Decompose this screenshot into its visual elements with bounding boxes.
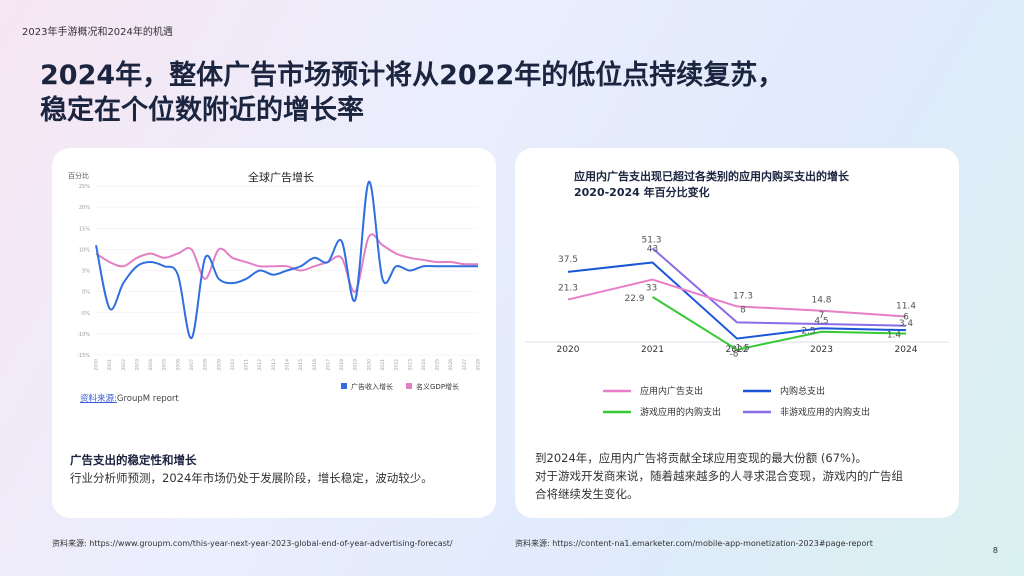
chart2-data-label: 22.9 bbox=[624, 294, 644, 304]
chart2-data-label: 6 bbox=[903, 313, 909, 323]
chart1-ytick: -10% bbox=[77, 332, 90, 338]
chart2-title-line-2: 2020-2024 年百分比变化 bbox=[574, 185, 710, 199]
chart1-xtick: 2018 bbox=[339, 359, 345, 371]
chart1-xtick: 2013 bbox=[271, 359, 277, 371]
chart1-xtick: 2004 bbox=[148, 359, 154, 371]
in-app-spend-chart: 应用内广告支出现已超过各类别的应用内购买支出的增长 2020-2024 年百分比变… bbox=[525, 169, 949, 418]
chart2-data-label: 51.3 bbox=[641, 235, 661, 245]
chart1-legend-swatch bbox=[406, 383, 412, 389]
chart1-xtick: 2002 bbox=[121, 359, 127, 371]
slide-title: 2024年，整体广告市场预计将从2022年的低位点持续复苏， 稳定在个位数附近的… bbox=[40, 58, 980, 128]
chart1-xtick: 2019 bbox=[353, 359, 359, 371]
source-name: GroupM report bbox=[116, 394, 179, 404]
chart2-data-label: 4.5 bbox=[814, 316, 828, 326]
chart2-data-label: 8 bbox=[740, 305, 746, 315]
chart2-data-label: 7 bbox=[819, 311, 825, 321]
chart1-xtick: 2012 bbox=[257, 359, 263, 371]
chart2-data-label: 21.3 bbox=[558, 284, 578, 294]
source-link[interactable]: 资料来源: bbox=[80, 394, 117, 404]
chart1-ytick: 20% bbox=[79, 205, 90, 211]
left-source-note: 资料来源:GroupM report bbox=[80, 392, 179, 404]
chart1-xtick: 2005 bbox=[162, 359, 168, 371]
chart1-xtick: 2028 bbox=[476, 359, 482, 371]
chart2-data-label: 1.4 bbox=[887, 331, 902, 341]
slide-title-line-2: 稳定在个位数附近的增长率 bbox=[40, 95, 364, 126]
left-footnote: 资料来源: https://www.groupm.com/this-year-n… bbox=[52, 539, 453, 548]
chart2-xtick: 2023 bbox=[810, 345, 833, 355]
global-ad-growth-chart: 百分比 全球广告增长 25% 20% 15% 10% 5% 0% -5% -10% -15% 2000… bbox=[68, 170, 482, 391]
chart1-xtick: 2011 bbox=[244, 359, 250, 371]
chart2-data-label: 37.5 bbox=[558, 255, 578, 265]
chart1-xtick: 2022 bbox=[394, 359, 400, 371]
chart1-xtick: 2006 bbox=[175, 359, 181, 371]
chart1-ylabel: 百分比 bbox=[68, 171, 89, 180]
chart1-xtick: 2024 bbox=[421, 359, 427, 371]
chart2-data-label: -1.5 bbox=[732, 344, 750, 354]
chart2-data-label: 43 bbox=[647, 244, 658, 254]
chart2-series-line bbox=[567, 261, 907, 340]
chart1-xtick: 2017 bbox=[325, 359, 331, 371]
deck-title: 2023年手游概况和2024年的机遇 bbox=[22, 27, 173, 38]
chart1-ytick: 10% bbox=[79, 247, 90, 253]
chart2-legend-label: 游戏应用的内购支出 bbox=[640, 406, 721, 418]
chart2-legend-label: 内购总支出 bbox=[780, 385, 825, 397]
right-body-line-2: 对于游戏开发商来说，随着越来越多的人寻求混合变现，游戏内的广告组 bbox=[535, 469, 903, 483]
chart1-xtick: 2026 bbox=[448, 359, 454, 371]
right-body-line-3: 合将继续发生变化。 bbox=[535, 487, 639, 501]
chart1-xtick: 2010 bbox=[230, 359, 236, 371]
chart1-title: 全球广告增长 bbox=[248, 170, 314, 184]
chart1-xtick: 2027 bbox=[462, 359, 468, 371]
chart1-ytick: 15% bbox=[79, 226, 90, 232]
chart2-xtick: 2024 bbox=[895, 345, 918, 355]
chart2-data-label: 33 bbox=[646, 284, 657, 294]
chart1-xtick: 2000 bbox=[94, 359, 100, 371]
chart1-series-line bbox=[95, 180, 478, 340]
chart1-ytick: 25% bbox=[79, 184, 90, 190]
chart2-data-label: 14.8 bbox=[811, 296, 831, 306]
chart2-data-label: 3.4 bbox=[899, 319, 914, 329]
chart1-xtick: 2007 bbox=[189, 359, 195, 371]
chart2-series-line bbox=[651, 295, 907, 351]
chart2-series-line bbox=[651, 247, 907, 327]
chart1-ytick: 5% bbox=[82, 269, 90, 275]
chart1-xtick: 2009 bbox=[216, 359, 222, 371]
chart1-xtick: 2001 bbox=[107, 359, 113, 371]
chart1-xtick: 2023 bbox=[407, 359, 413, 371]
chart2-xtick: 2020 bbox=[557, 345, 580, 355]
chart2-series-line bbox=[567, 278, 907, 318]
chart1-xtick: 2021 bbox=[380, 359, 386, 371]
slide-title-line-1: 2024年，整体广告市场预计将从2022年的低位点持续复苏， bbox=[40, 60, 785, 91]
right-footnote: 资料来源: https://content-na1.emarketer.com/… bbox=[515, 539, 873, 548]
chart1-legend-swatch bbox=[341, 383, 347, 389]
chart1-ytick: 0% bbox=[82, 290, 90, 296]
chart1-legend-label: 名义GDP增长 bbox=[416, 382, 459, 391]
chart1-legend-label: 广告收入增长 bbox=[351, 382, 393, 391]
chart1-series-line bbox=[95, 233, 479, 293]
chart1-xtick: 2020 bbox=[366, 359, 372, 371]
left-card bbox=[52, 148, 496, 518]
chart2-legend-label: 非游戏应用的内购支出 bbox=[780, 406, 870, 418]
chart1-xtick: 2014 bbox=[285, 359, 291, 371]
chart1-xtick: 2008 bbox=[203, 359, 209, 371]
chart2-data-label: -8 bbox=[730, 350, 739, 360]
chart1-xtick: 2003 bbox=[134, 359, 140, 371]
chart1-ytick: -5% bbox=[80, 311, 90, 317]
page-number: 8 bbox=[992, 546, 998, 555]
right-body: 到2024年，应用内广告将贡献全球应用变现的最大份额 (67%)。 对于游戏开发… bbox=[535, 449, 955, 503]
chart1-ytick: -15% bbox=[77, 353, 90, 359]
right-body-line-1: 到2024年，应用内广告将贡献全球应用变现的最大份额 (67%)。 bbox=[535, 451, 867, 465]
left-body: 行业分析师预测，2024年市场仍处于发展阶段，增长稳定，波动较少。 bbox=[70, 471, 433, 485]
chart2-legend-label: 应用内广告支出 bbox=[640, 385, 703, 397]
chart1-xtick: 2025 bbox=[435, 359, 441, 371]
left-subheading: 广告支出的稳定性和增长 bbox=[70, 453, 197, 467]
chart1-xtick: 2016 bbox=[312, 359, 318, 371]
chart2-data-label: 11.4 bbox=[896, 302, 916, 312]
chart1-xtick: 2015 bbox=[298, 359, 304, 371]
chart2-data-label: 17.3 bbox=[733, 291, 753, 301]
chart2-title-line-1: 应用内广告支出现已超过各类别的应用内购买支出的增长 bbox=[574, 169, 850, 183]
chart2-data-label: 2.5 bbox=[801, 327, 815, 337]
chart2-xtick: 2021 bbox=[641, 345, 664, 355]
